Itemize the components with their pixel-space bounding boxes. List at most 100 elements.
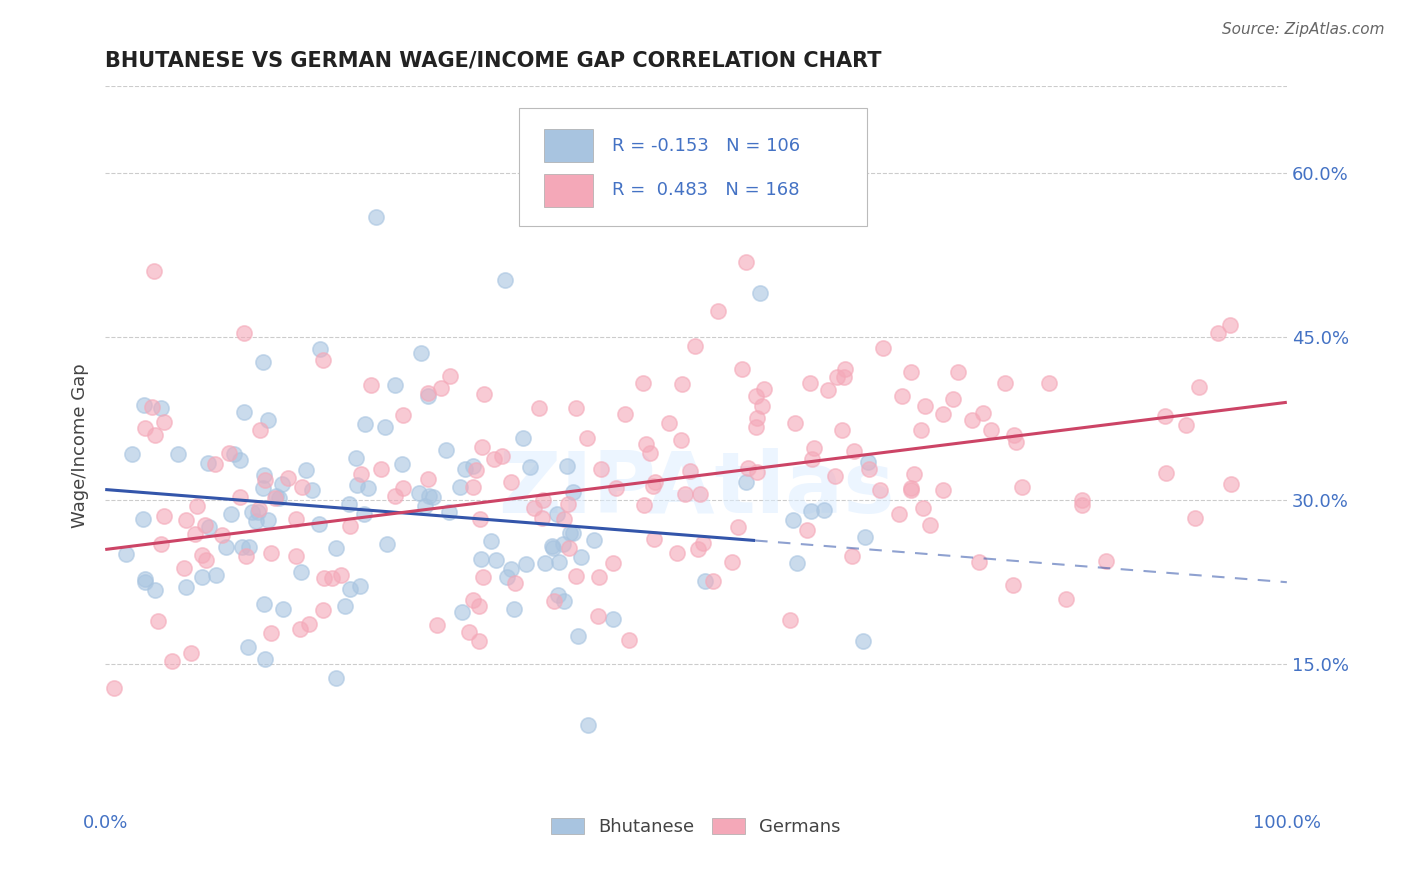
Point [308,342,330,356]
Point [994,376,1017,391]
Point [329,568,352,582]
Point [214,540,236,554]
Point [228,490,250,504]
Point [121,447,143,461]
Point [409,346,432,360]
Point [825,370,848,384]
Point [900,483,922,497]
Point [454,462,477,476]
Point [252,597,274,611]
Point [801,451,824,466]
Point [671,376,693,391]
Point [344,450,367,465]
Point [481,534,503,549]
Point [734,255,756,269]
Point [669,433,692,447]
Point [284,512,307,526]
Text: R = -0.153   N = 106: R = -0.153 N = 106 [612,136,800,155]
Point [312,571,335,585]
Point [263,491,285,506]
Point [337,497,360,511]
Point [422,490,444,504]
Point [527,401,550,416]
Point [853,530,876,544]
Point [737,460,759,475]
Point [683,339,706,353]
Point [240,506,263,520]
Point [636,437,658,451]
Point [561,485,583,500]
Point [932,483,955,497]
Point [619,632,641,647]
Point [174,580,197,594]
Point [891,389,914,403]
Point [143,582,166,597]
Point [786,556,808,570]
Point [197,456,219,470]
Point [748,286,770,301]
Point [253,651,276,665]
Point [644,475,666,489]
Point [1184,510,1206,524]
Point [754,382,776,396]
Point [229,452,252,467]
Point [638,446,661,460]
Point [501,561,523,575]
Point [1206,326,1229,341]
Point [1153,409,1175,424]
Point [831,423,853,437]
Point [824,468,846,483]
Point [167,448,190,462]
Point [918,518,941,533]
Point [803,441,825,455]
Point [494,273,516,287]
Point [834,361,856,376]
Point [588,570,610,584]
Point [558,541,581,555]
Point [152,415,174,429]
Point [745,410,768,425]
Point [392,408,415,422]
Point [353,508,375,522]
Point [503,602,526,616]
Point [553,594,575,608]
Point [900,365,922,379]
Point [233,326,256,340]
Point [132,398,155,412]
Point [523,500,546,515]
Point [872,341,894,355]
Point [547,588,569,602]
Point [903,467,925,481]
Point [576,718,599,732]
Point [471,440,494,454]
Point [458,625,481,640]
Point [357,481,380,495]
Point [298,616,321,631]
Point [813,503,835,517]
Point [271,476,294,491]
Point [533,556,555,570]
Point [519,460,541,475]
Point [842,444,865,458]
Text: Source: ZipAtlas.com: Source: ZipAtlas.com [1222,22,1385,37]
Point [238,540,260,554]
Point [543,594,565,608]
Point [567,628,589,642]
Point [602,612,624,626]
Point [1038,376,1060,390]
Point [887,508,910,522]
Point [727,520,749,534]
Point [1071,493,1094,508]
Point [731,362,754,376]
Point [1011,480,1033,494]
Point [503,576,526,591]
Point [832,369,855,384]
Y-axis label: Wage/Income Gap: Wage/Income Gap [72,364,89,528]
Point [721,555,744,569]
Point [449,480,471,494]
Point [434,443,457,458]
Point [176,513,198,527]
Point [461,459,484,474]
Point [541,539,564,553]
Point [271,602,294,616]
